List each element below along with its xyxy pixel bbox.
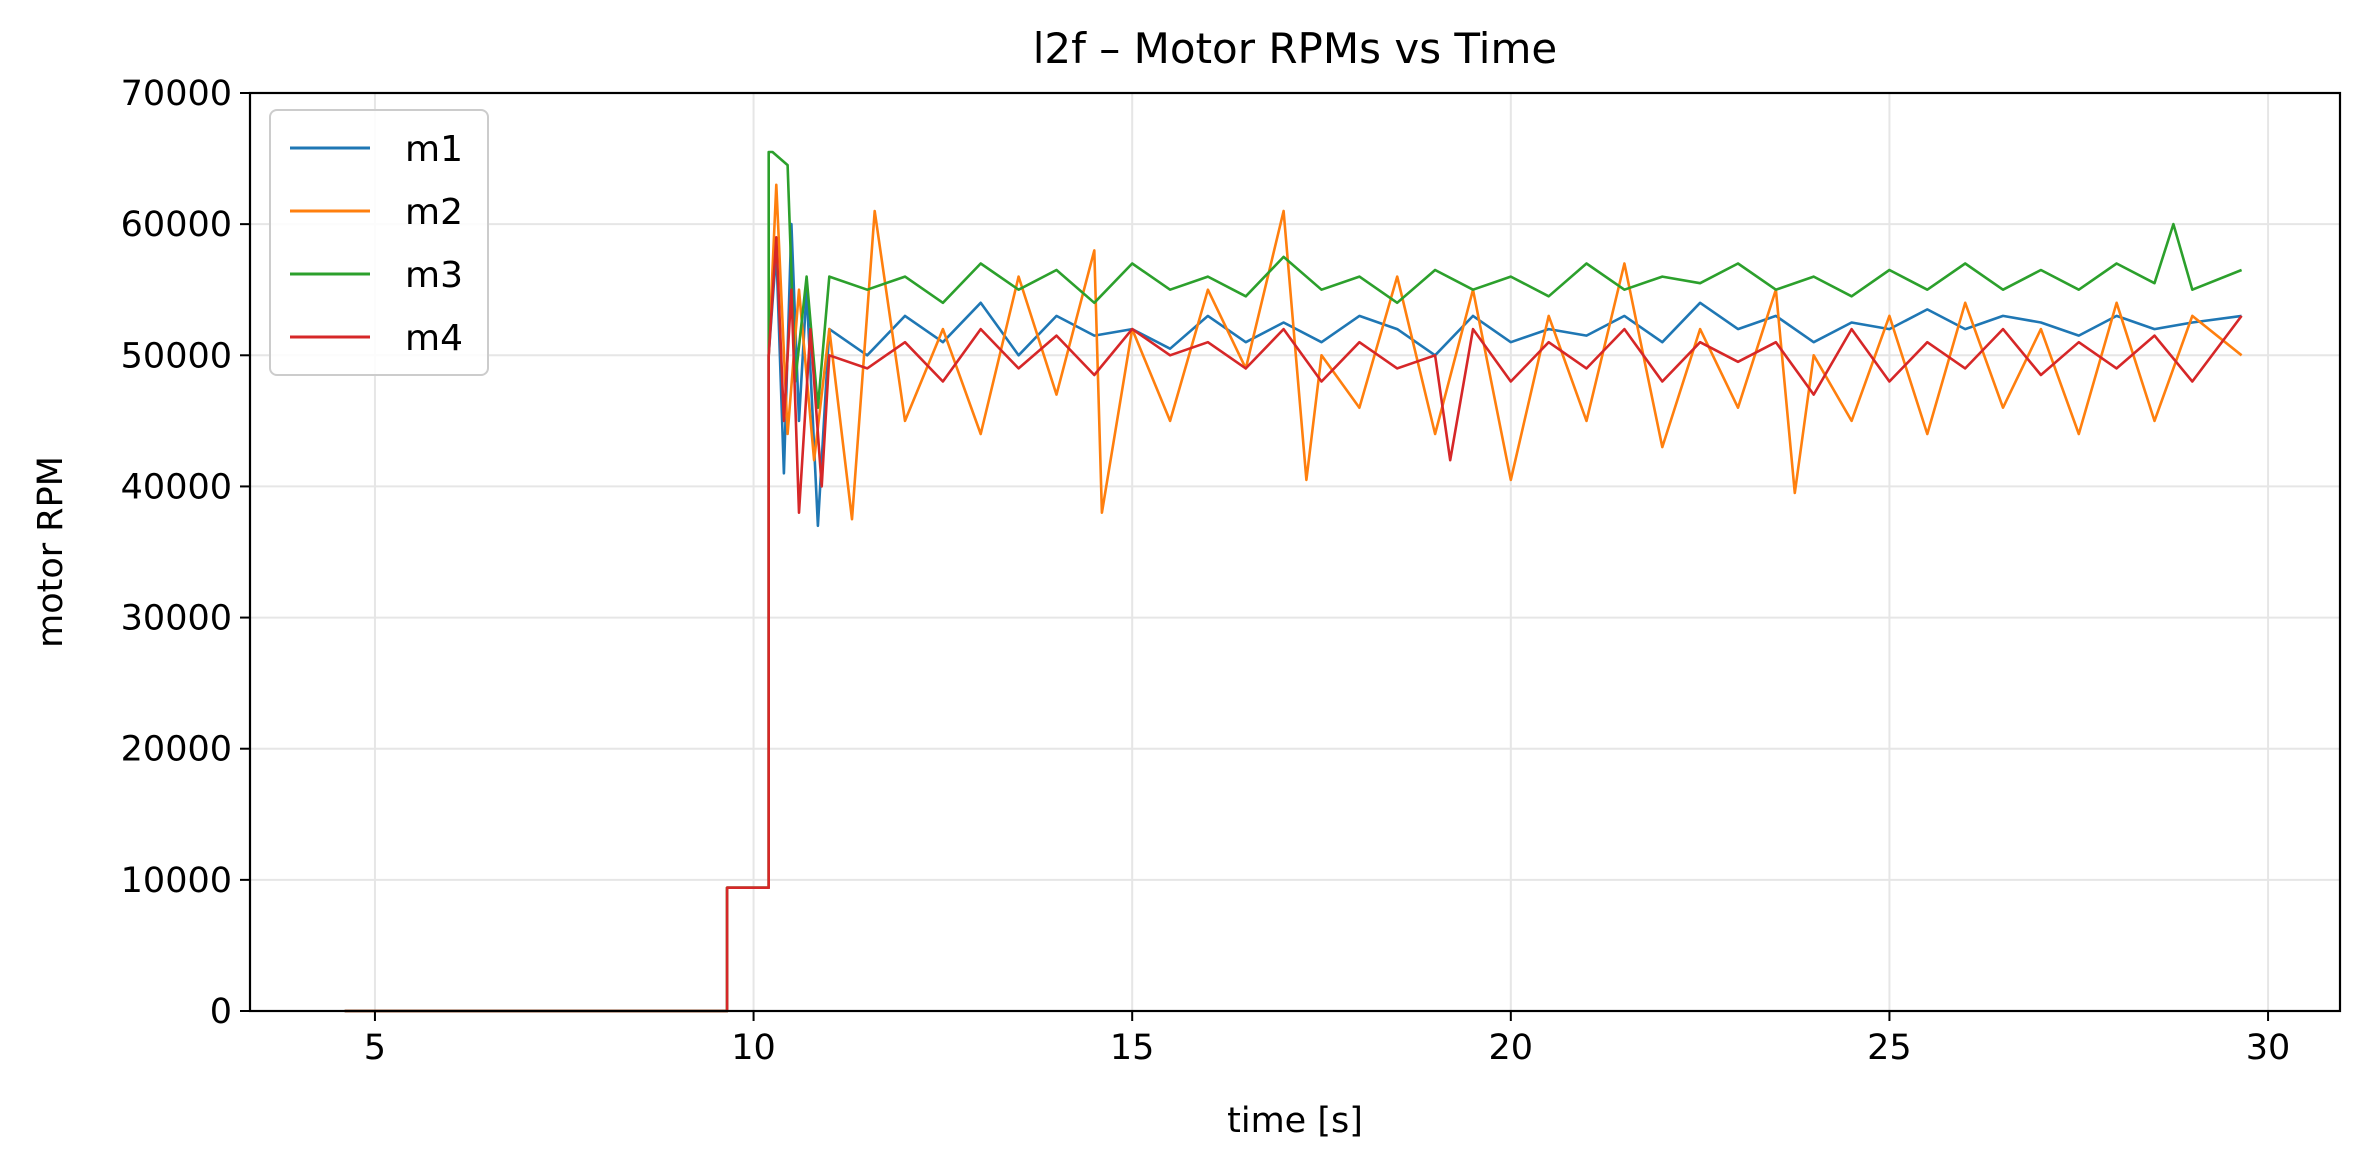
series-line-m4 xyxy=(344,236,2243,1013)
series-line-m3 xyxy=(344,150,2243,1013)
legend-label-m4: m4 xyxy=(405,318,463,359)
y-tick-label: 30000 xyxy=(121,599,232,639)
y-tick-label: 50000 xyxy=(121,336,232,376)
legend-label-m1: m1 xyxy=(405,129,463,170)
x-axis-label: time [s] xyxy=(1227,1101,1363,1141)
x-tick-label: 5 xyxy=(364,1028,386,1068)
x-tick-label: 10 xyxy=(731,1028,776,1068)
y-tick-label: 40000 xyxy=(121,467,232,507)
x-axis-ticks: 5 10 15 20 25 30 xyxy=(364,1011,2291,1068)
plot-area-frame xyxy=(248,91,2342,1013)
legend: m1 m2 m3 m4 xyxy=(269,109,489,376)
y-axis-ticks: 0 10000 20000 30000 40000 50000 60000 70000 xyxy=(121,74,250,1032)
y-axis-label: motor RPM xyxy=(31,456,71,648)
y-tick-label: 60000 xyxy=(121,205,232,245)
x-tick-label: 20 xyxy=(1489,1028,1534,1068)
series-line-m2 xyxy=(344,183,2243,1013)
x-tick-label: 25 xyxy=(1867,1028,1912,1068)
chart-title: l2f – Motor RPMs vs Time xyxy=(1033,24,1557,73)
y-tick-label: 20000 xyxy=(121,730,232,770)
series-line-m1 xyxy=(344,222,2242,1013)
y-tick-label: 10000 xyxy=(121,861,232,901)
legend-label-m3: m3 xyxy=(405,255,463,296)
x-tick-label: 15 xyxy=(1110,1028,1155,1068)
legend-box xyxy=(269,109,489,376)
y-tick-label: 70000 xyxy=(121,74,232,114)
legend-label-m2: m2 xyxy=(405,192,463,233)
series-lines xyxy=(344,150,2243,1013)
x-tick-label: 30 xyxy=(2246,1028,2291,1068)
y-tick-label: 0 xyxy=(210,992,232,1032)
